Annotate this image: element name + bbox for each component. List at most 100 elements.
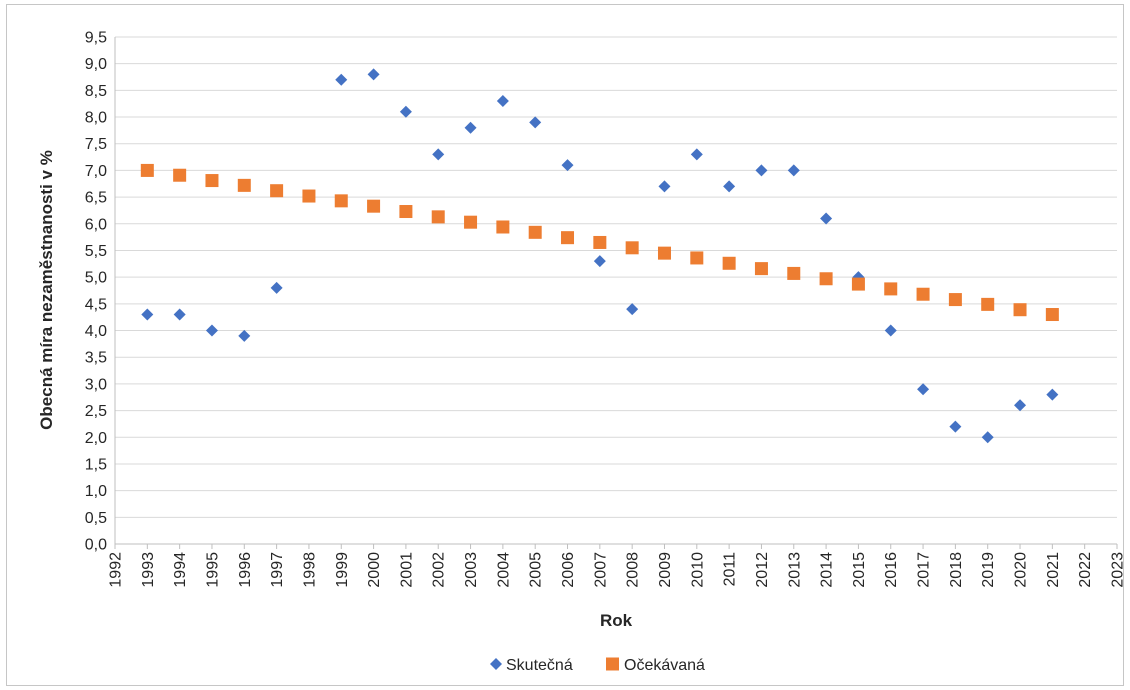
skutecna-point [755,164,768,177]
ocekavana-point [948,293,962,307]
skutecna-point [173,308,186,321]
legend-skutecna-label: Skutečná [506,657,573,674]
skutecna-point [529,116,542,129]
ocekavana-point [981,297,995,311]
y-tick-label: 5,5 [85,243,107,260]
y-tick-label: 1,0 [85,483,107,500]
ocekavana-point [754,262,768,276]
x-tick-label: 1993 [140,552,157,588]
y-tick-label: 5,0 [85,270,107,287]
x-tick-label: 1999 [334,552,351,588]
ocekavana-point [140,163,154,177]
skutecna-point [464,121,477,134]
x-tick-label: 1996 [237,552,254,588]
skutecna-point [432,148,445,161]
y-tick-label: 0,5 [85,510,107,527]
ocekavana-point [528,225,542,239]
y-tick-label: 6,0 [85,216,107,233]
skutecna-point [593,255,606,268]
data-points [140,68,1059,444]
ocekavana-point [561,231,575,245]
ocekavana-point [884,282,898,296]
x-tick-label: 2020 [1013,552,1030,588]
skutecna-point [1046,388,1059,401]
skutecna-point [723,180,736,193]
ocekavana-point [431,210,445,224]
y-tick-label: 7,5 [85,136,107,153]
y-tick-label: 9,0 [85,56,107,73]
x-tick-label: 2022 [1077,552,1094,588]
x-tick-label: 2018 [948,552,965,588]
x-tick-label: 2009 [657,552,674,588]
ocekavana-point [367,199,381,213]
x-tick-label: 2021 [1045,552,1062,588]
x-tick-label: 2001 [398,552,415,588]
ocekavana-point [270,184,284,198]
x-tick-label: 2000 [366,552,383,588]
ocekavana-point [593,235,607,249]
skutecna-point [561,159,574,172]
skutecna-point [690,148,703,161]
x-tick-label: 2010 [689,552,706,588]
y-tick-labels: 0,0 0,5 1,0 1,5 2,0 2,5 3,0 3,5 4,0 4,5 5,0 5,5 6,0 6… [85,30,107,554]
y-tick-label: 7,0 [85,163,107,180]
y-tick-label: 9,5 [85,30,107,47]
ocekavana-point [787,266,801,280]
x-tick-label: 1992 [108,552,125,588]
x-tick-label: 2011 [722,552,739,587]
skutecna-point [626,303,639,316]
ocekavana-point [237,178,251,192]
skutecna-point [496,95,509,108]
x-tick-label: 2006 [560,552,577,588]
x-tick-label: 2002 [431,552,448,588]
ocekavana-point [496,220,510,234]
skutecna-point [1014,399,1027,412]
ocekavana-point [657,246,671,260]
x-tick-label: 2007 [592,552,609,588]
y-tick-label: 4,0 [85,323,107,340]
skutecna-point [917,383,930,396]
legend: Skutečná Očekávaná [490,657,705,674]
x-tick-label: 2019 [980,552,997,588]
y-tick-label: 3,5 [85,350,107,367]
y-tick-label: 2,5 [85,403,107,420]
y-tick-label: 2,0 [85,430,107,447]
ocekavana-point [173,168,187,182]
chart-frame [6,4,1124,686]
x-tick-label: 2008 [625,552,642,588]
y-tick-label: 8,5 [85,83,107,100]
ocekavana-point [690,251,704,265]
y-tick-label: 8,0 [85,110,107,127]
legend-ocekavana-marker [606,657,619,671]
x-tick-label: 1998 [301,552,318,588]
skutecna-point [787,164,800,177]
skutecna-point [335,73,348,86]
ocekavana-point [1045,308,1059,322]
skutecna-point [141,308,154,321]
ocekavana-point [1013,303,1027,317]
ocekavana-point [851,277,865,291]
axes [114,37,1118,549]
x-tick-label: 1994 [172,552,189,588]
legend-skutecna-marker [490,658,502,670]
y-tick-label: 6,5 [85,190,107,207]
grid-lines [115,36,1117,518]
legend-ocekavana-label: Očekávaná [624,657,705,674]
x-tick-label: 2023 [1110,552,1127,588]
y-axis-title: Obecná míra nezaměstnanosti v % [37,150,56,430]
x-tick-label: 1995 [204,552,221,588]
skutecna-point [270,281,283,294]
x-tick-label: 2015 [851,552,868,588]
x-tick-label: 2003 [463,552,480,588]
ocekavana-point [464,215,478,229]
x-tick-label: 2012 [754,552,771,588]
y-tick-label: 0,0 [85,537,107,554]
skutecna-point [981,431,994,444]
skutecna-point [658,180,671,193]
ocekavana-point [722,256,736,270]
skutecna-point [820,212,833,225]
y-tick-label: 4,5 [85,296,107,313]
ocekavana-point [625,241,639,255]
x-tick-label: 2005 [528,552,545,588]
